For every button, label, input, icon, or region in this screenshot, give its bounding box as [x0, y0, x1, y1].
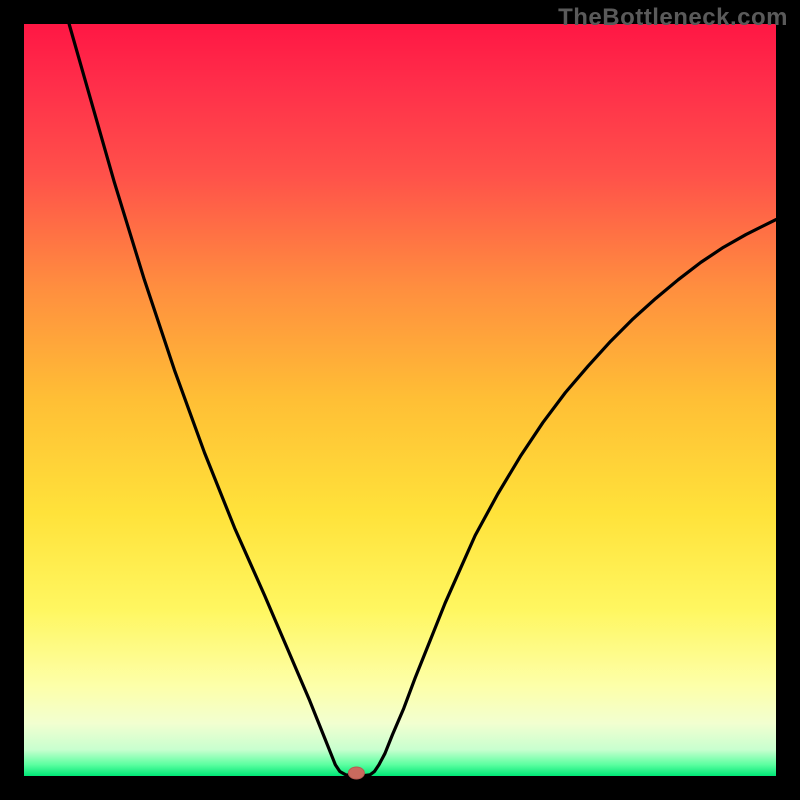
bottleneck-chart	[0, 0, 800, 800]
chart-container: TheBottleneck.com	[0, 0, 800, 800]
chart-background	[24, 24, 776, 776]
watermark-text: TheBottleneck.com	[558, 4, 788, 32]
optimal-point-marker	[348, 767, 364, 779]
